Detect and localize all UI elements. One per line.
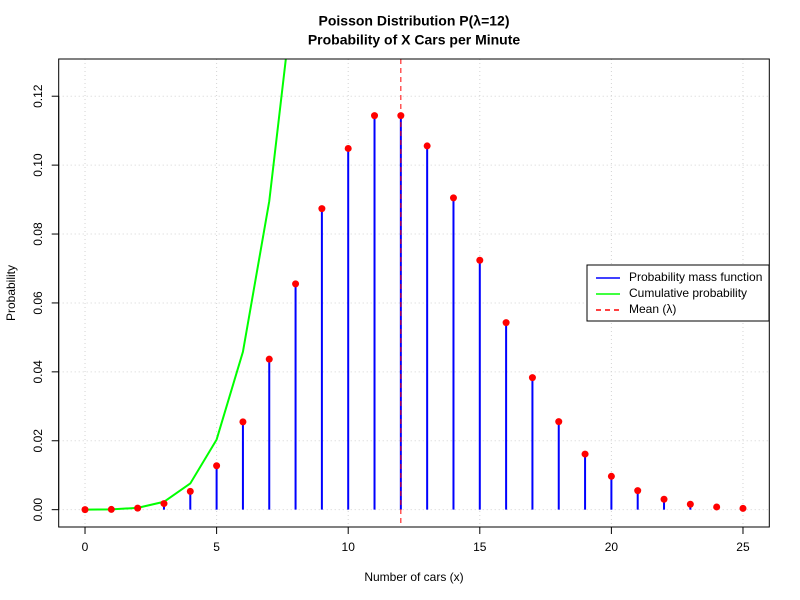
x-tick-label: 0 (82, 540, 89, 554)
y-tick-label: 0.00 (31, 498, 45, 522)
pmf-point (213, 462, 221, 470)
x-tick-label: 20 (605, 540, 619, 554)
y-tick-label: 0.12 (31, 84, 45, 108)
pmf-point (476, 256, 484, 264)
pmf-point (81, 506, 89, 514)
pmf-point (686, 500, 694, 508)
y-axis-label: Probability (4, 265, 18, 321)
cdf-line (85, 59, 287, 511)
pmf-point (528, 374, 536, 382)
pmf-point (713, 503, 721, 511)
pmf-point (739, 504, 747, 512)
y-tick-label: 0.04 (31, 360, 45, 384)
x-tick-label: 5 (213, 540, 220, 554)
chart-title: Poisson Distribution P(λ=12) (319, 13, 510, 29)
y-tick-label: 0.06 (31, 291, 45, 315)
pmf-point (371, 112, 379, 120)
y-tick-label: 0.02 (31, 429, 45, 453)
pmf-point (265, 355, 273, 363)
y-tick-label: 0.08 (31, 222, 45, 246)
pmf-point (423, 142, 431, 150)
pmf-point (397, 112, 405, 120)
pmf-point (581, 450, 589, 458)
pmf-point (660, 495, 668, 503)
x-tick-label: 25 (736, 540, 750, 554)
pmf-point (607, 472, 615, 480)
x-tick-label: 15 (473, 540, 487, 554)
pmf-point (502, 319, 510, 327)
pmf-point (186, 487, 194, 495)
legend-label: Cumulative probability (629, 286, 747, 300)
axes: 0 5 10 15 20 25 0.00 0.02 0.04 0.06 0.08 0.10 0.12 (31, 84, 750, 554)
pmf-point (107, 505, 115, 513)
legend-box (586, 264, 770, 322)
legend-label: Probability mass function (629, 270, 762, 284)
pmf-point (449, 194, 457, 202)
legend: Probability mass function Cumulative prob… (586, 264, 770, 322)
x-tick-label: 10 (342, 540, 356, 554)
plot-area (81, 59, 747, 527)
pmf-point (239, 418, 247, 426)
pmf-point (160, 500, 168, 508)
pmf-point (555, 418, 563, 426)
pmf-point (134, 504, 142, 512)
pmf-point (318, 205, 326, 213)
legend-label: Mean (λ) (629, 302, 676, 316)
chart-subtitle: Probability of X Cars per Minute (308, 32, 521, 48)
pmf-point (292, 280, 300, 288)
pmf-point (344, 144, 352, 152)
x-axis-label: Number of cars (x) (364, 570, 463, 584)
y-tick-label: 0.10 (31, 153, 45, 177)
pmf-point (634, 487, 642, 495)
